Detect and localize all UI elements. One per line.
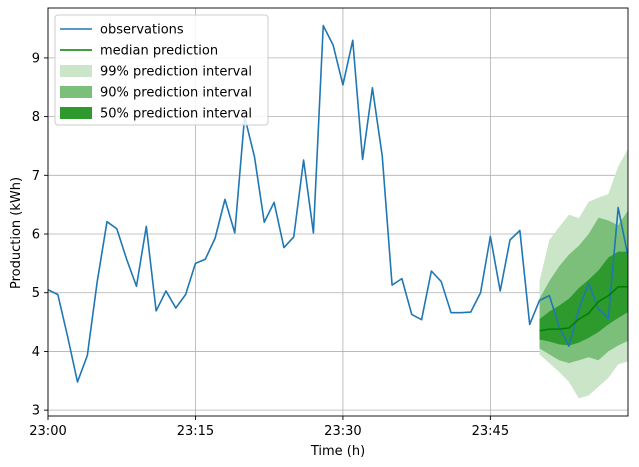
y-tick-label: 8 [32,110,40,125]
y-tick-label: 9 [32,51,40,66]
data-layer [48,24,628,399]
axes-frame [47,7,629,417]
legend-label: 90% prediction interval [100,86,252,101]
y-tick-label: 5 [32,286,40,301]
y-tick-label: 7 [32,169,40,184]
y-tick-label: 4 [32,345,40,360]
legend: observations median prediction 99% predict… [54,14,269,126]
y-tick-label: 6 [32,228,40,243]
x-tick-label: 23:30 [324,424,361,439]
x-tick-label: 23:45 [472,424,509,439]
legend-swatch [60,107,92,119]
legend-label: 50% prediction interval [100,107,252,122]
x-tick-label: 23:15 [177,424,214,439]
plot-area: 23:00 23:15 23:30 23:45 3 4 5 6 7 8 9 [29,7,629,439]
legend-swatch [60,86,92,98]
x-axis-label: Time (h) [310,444,365,459]
y-tick-label: 3 [32,404,40,419]
band-50-prediction-interval [539,251,628,346]
legend-label: 99% prediction interval [100,65,252,80]
median-prediction-line [539,286,628,332]
legend-label: observations [100,23,184,38]
x-tick-label: 23:00 [29,424,66,439]
observations-line [48,24,628,383]
legend-box [54,14,269,126]
legend-swatch [60,65,92,77]
y-axis-label: Production (kWh) [9,177,24,289]
legend-label: median prediction [100,44,218,59]
